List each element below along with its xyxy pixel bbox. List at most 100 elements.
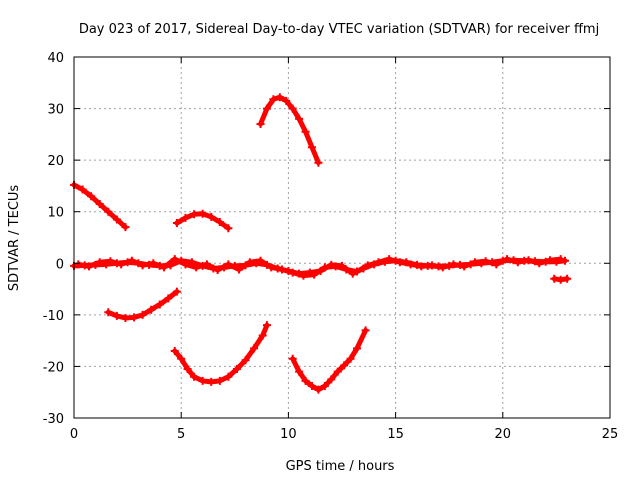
data-point [406, 260, 415, 269]
data-point [256, 120, 265, 129]
x-tick-label: 0 [70, 427, 78, 442]
series-arc-6 [288, 326, 370, 394]
data-point [104, 308, 113, 317]
data-point [320, 382, 329, 391]
x-tick-label: 25 [602, 427, 619, 442]
series-track [258, 94, 321, 166]
data-point [170, 255, 179, 264]
y-tick-label: 0 [56, 257, 64, 272]
data-point [492, 260, 501, 269]
y-tick-label: 10 [47, 206, 64, 221]
data-point [207, 212, 216, 221]
data-point [192, 263, 201, 272]
data-point [295, 367, 304, 376]
data-point [550, 274, 559, 283]
data-point [545, 256, 554, 265]
x-tick-label: 10 [280, 427, 297, 442]
data-point [258, 331, 267, 340]
y-axis-label: SDTVAR / TECUs [7, 185, 22, 292]
data-point [256, 256, 265, 265]
data-point [78, 185, 87, 194]
data-point [155, 300, 164, 309]
data-point [177, 354, 186, 363]
data-point [160, 263, 169, 272]
data-point [556, 255, 565, 264]
data-point [215, 218, 224, 227]
data-point [269, 95, 278, 104]
data-point [353, 344, 362, 353]
data-point [213, 265, 222, 274]
data-point [395, 258, 404, 267]
data-point [127, 256, 136, 265]
data-point [138, 261, 147, 270]
data-point [295, 114, 304, 123]
data-point [164, 294, 173, 303]
x-tick-label: 20 [495, 427, 512, 442]
data-point [117, 260, 126, 269]
data-point [121, 313, 130, 322]
data-point [198, 376, 207, 385]
data-point [503, 255, 512, 264]
data-point [481, 257, 490, 266]
data-point [301, 376, 310, 385]
data-point [535, 259, 544, 268]
data-point [556, 275, 565, 284]
data-point [307, 143, 316, 152]
data-point [320, 263, 329, 272]
data-point [460, 262, 469, 271]
data-point [374, 258, 383, 267]
data-point [288, 354, 297, 363]
data-point [207, 377, 216, 386]
data-point [74, 260, 83, 269]
series-near-zero-b [74, 255, 565, 280]
data-point [215, 376, 224, 385]
data-point [190, 372, 199, 381]
data-point [310, 270, 319, 279]
data-point [172, 287, 181, 296]
data-point [417, 262, 426, 271]
tick-layer: 0 5 10 15 20 25 -30 -20 -10 0 10 20 30 40 [43, 51, 619, 442]
data-point [363, 261, 372, 270]
x-axis-label: GPS time / hours [286, 459, 395, 474]
plot-frame [73, 56, 611, 419]
data-point [183, 365, 192, 374]
data-point [149, 259, 158, 268]
data-point [262, 104, 271, 113]
data-point [346, 354, 355, 363]
series-arc-4 [170, 321, 271, 386]
data-point [342, 265, 351, 274]
y-tick-label: -10 [43, 309, 64, 324]
data-point [170, 346, 179, 355]
series-track [290, 327, 369, 393]
series-arc-3 [172, 209, 233, 233]
data-point [438, 263, 447, 272]
x-tick-label: 15 [387, 427, 404, 442]
data-point [353, 267, 362, 276]
series-arc-2 [104, 287, 181, 322]
data-point [314, 385, 323, 394]
data-point [202, 260, 211, 269]
data-point [299, 271, 308, 280]
data-point [314, 158, 323, 167]
data-point [449, 260, 458, 269]
data-point [95, 258, 104, 267]
data-point [147, 305, 156, 314]
data-point [524, 256, 533, 265]
data-point [224, 260, 233, 269]
y-tick-label: 40 [47, 51, 64, 66]
data-point [241, 356, 250, 365]
data-point [198, 209, 207, 218]
data-point [130, 313, 139, 322]
data-point [385, 255, 394, 264]
x-tick-label: 5 [177, 427, 185, 442]
data-point [250, 344, 259, 353]
data-point [277, 265, 286, 274]
data-point [95, 199, 104, 208]
series-arc-1 [70, 180, 130, 232]
chart-title: Day 023 of 2017, Sidereal Day-to-day VTE… [79, 22, 599, 37]
data-point [112, 311, 121, 320]
data-point [275, 93, 284, 102]
